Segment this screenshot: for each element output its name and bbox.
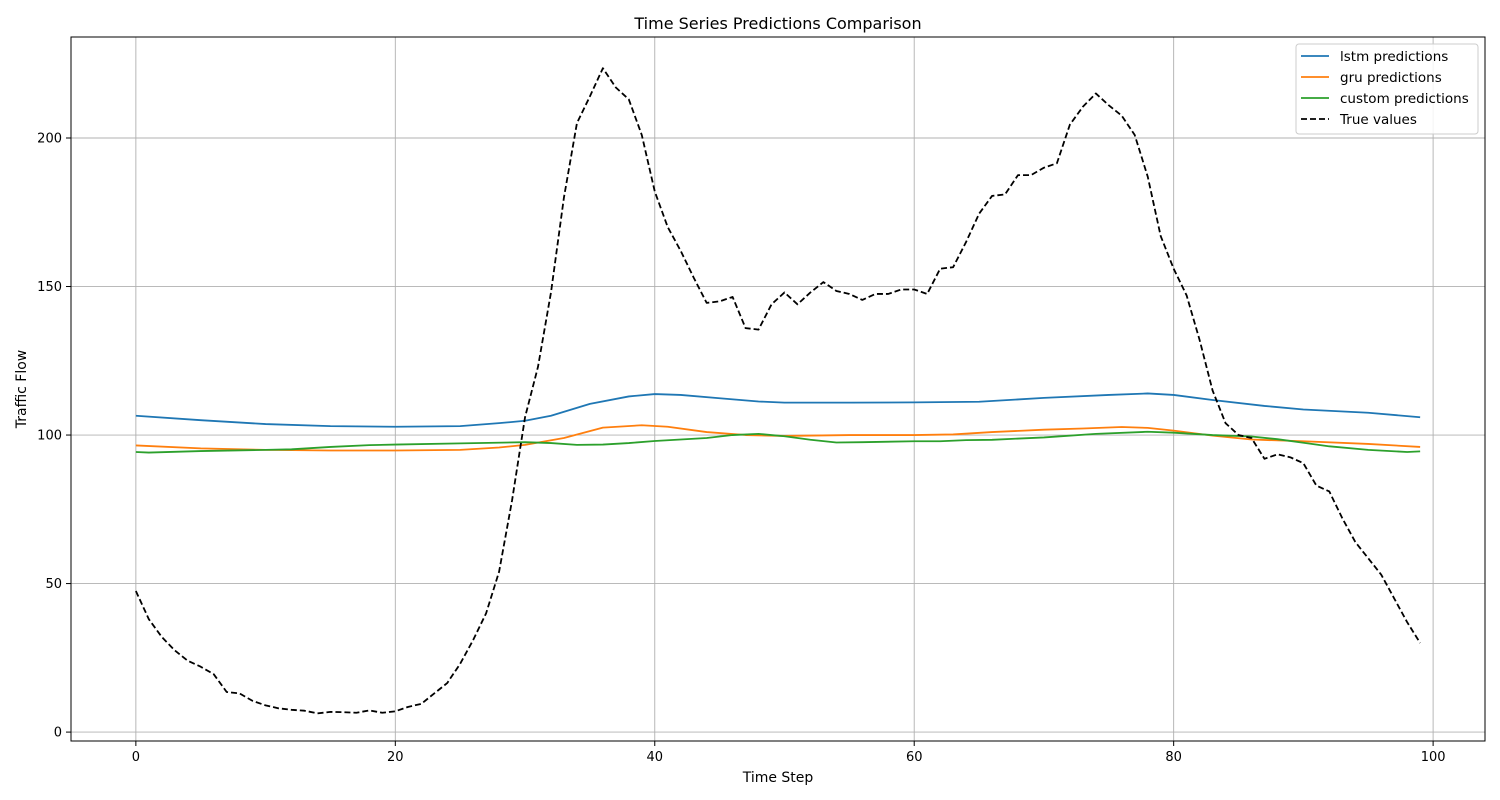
y-tick-label: 0 [54,726,62,741]
legend-label-lstm-predictions: lstm predictions [1340,49,1448,65]
plot-frame [70,36,1486,742]
y-tick-label: 100 [37,429,62,444]
legend-label-gru-predictions: gru predictions [1340,70,1442,86]
true-values-line [135,67,1421,715]
x-tick-label: 60 [906,750,923,765]
y-tick-label: 150 [37,280,62,295]
lstm-predictions-line [135,392,1421,428]
x-axis-title: Time Step [742,770,814,786]
axis-ticks: 0 20 40 60 80 100 0 50 100 150 200 [37,131,1445,765]
x-tick-label: 40 [646,750,663,765]
legend-label-true-values: True values [1339,112,1417,128]
series-lines [135,67,1421,715]
x-tick-label: 20 [387,750,404,765]
custom-predictions-line [135,430,1421,454]
x-tick-label: 100 [1421,750,1446,765]
legend-label-custom-predictions: custom predictions [1340,91,1469,107]
legend: lstm predictions gru predictions custom pr… [1295,43,1479,135]
grid-lines [71,37,1485,741]
y-tick-label: 200 [37,131,62,146]
x-tick-label: 80 [1165,750,1182,765]
legend-box [1295,43,1479,135]
chart-title: Time Series Predictions Comparison [633,14,921,33]
y-axis-title: Traffic Flow [14,350,30,429]
y-tick-label: 50 [45,577,62,592]
x-tick-label: 0 [132,750,140,765]
